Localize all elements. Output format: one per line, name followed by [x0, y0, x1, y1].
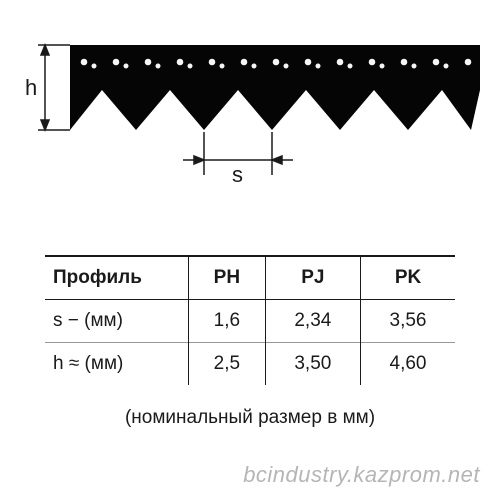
col-header-pk: PK: [361, 256, 455, 300]
col-header-pj: PJ: [265, 256, 360, 300]
row-s-pj: 2,34: [265, 300, 360, 343]
row-s-label: s − (мм): [45, 300, 189, 343]
s-label: s: [232, 162, 243, 187]
profile-table: Профиль PH PJ PK s − (мм) 1,6 2,34 3,56 …: [45, 255, 455, 385]
h-label: h: [25, 75, 37, 100]
col-header-ph: PH: [189, 256, 266, 300]
belt-svg: h s: [20, 20, 480, 230]
row-h-label: h ≈ (мм): [45, 343, 189, 386]
col-header-profile: Профиль: [45, 256, 189, 300]
row-s-ph: 1,6: [189, 300, 266, 343]
table-caption: (номинальный размер в мм): [125, 407, 375, 429]
row-s-pk: 3,56: [361, 300, 455, 343]
belt-profile-diagram: h s: [20, 20, 480, 230]
row-h-ph: 2,5: [189, 343, 266, 386]
belt-body: [70, 45, 480, 130]
row-h-pj: 3,50: [265, 343, 360, 386]
watermark-text: bcindustry.kazprom.net: [243, 462, 480, 488]
row-h-pk: 4,60: [361, 343, 455, 386]
